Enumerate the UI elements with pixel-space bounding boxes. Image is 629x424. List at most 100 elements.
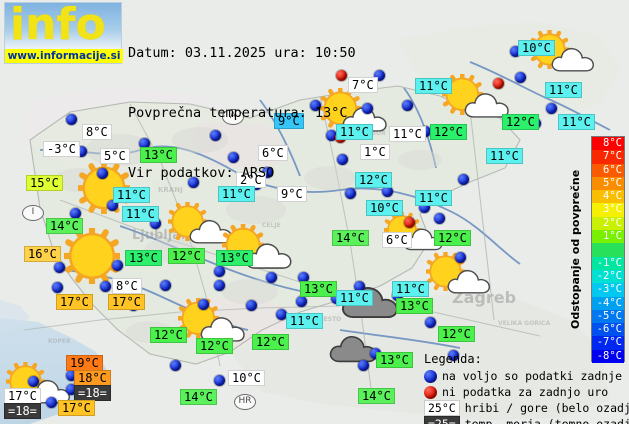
scale-step: 2°C bbox=[592, 216, 624, 231]
temperature-label: 11°C bbox=[389, 126, 426, 142]
temperature-label: 19°C bbox=[66, 355, 103, 371]
temperature-label: 13°C bbox=[140, 147, 177, 163]
station-dot-available[interactable] bbox=[228, 152, 239, 163]
weather-icon-sun-cloud bbox=[220, 222, 295, 276]
station-dot-available[interactable] bbox=[66, 370, 77, 381]
station-dot-available[interactable] bbox=[214, 266, 225, 277]
scale-step: -6°C bbox=[592, 323, 624, 337]
station-dot-available[interactable] bbox=[354, 281, 365, 292]
temperature-label: 14°C bbox=[358, 388, 395, 404]
station-dot-available[interactable] bbox=[370, 348, 381, 359]
station-dot-available[interactable] bbox=[107, 200, 118, 211]
station-dot-available[interactable] bbox=[210, 130, 221, 141]
temperature-label: =18= bbox=[74, 385, 111, 401]
temperature-label: =18= bbox=[4, 403, 41, 419]
station-dot-available[interactable] bbox=[326, 130, 337, 141]
temperature-label: 17°C bbox=[56, 294, 93, 310]
station-dot-missing[interactable] bbox=[493, 78, 504, 89]
station-dot-missing[interactable] bbox=[404, 217, 415, 228]
temperature-label: 16°C bbox=[24, 246, 61, 262]
station-dot-available[interactable] bbox=[198, 299, 209, 310]
temperature-label: 1°C bbox=[360, 144, 390, 160]
temperature-label: 10°C bbox=[518, 40, 555, 56]
temperature-label: 8°C bbox=[112, 278, 142, 294]
scale-step: -5°C bbox=[592, 309, 624, 324]
station-dot-available[interactable] bbox=[455, 252, 466, 263]
station-dot-available[interactable] bbox=[66, 384, 77, 395]
temperature-label: 11°C bbox=[415, 78, 452, 94]
temperature-label: 11°C bbox=[122, 206, 159, 222]
weather-icon-sun-cloud bbox=[166, 200, 236, 250]
station-dot-available[interactable] bbox=[150, 218, 161, 229]
station-dot-available[interactable] bbox=[46, 397, 57, 408]
station-dot-available[interactable] bbox=[246, 300, 257, 311]
station-dot-available[interactable] bbox=[425, 317, 436, 328]
station-dot-available[interactable] bbox=[262, 167, 273, 178]
station-dot-available[interactable] bbox=[214, 375, 225, 386]
station-dot-available[interactable] bbox=[54, 262, 65, 273]
station-dot-available[interactable] bbox=[345, 188, 356, 199]
temperature-label: 12°C bbox=[196, 338, 233, 354]
station-dot-available[interactable] bbox=[70, 208, 81, 219]
temperature-label: 11°C bbox=[558, 114, 595, 130]
header-average-temperature: Povprečna temperatura: 13°C bbox=[128, 105, 348, 121]
station-dot-available[interactable] bbox=[402, 100, 413, 111]
station-dot-available[interactable] bbox=[448, 350, 459, 361]
station-dot-available[interactable] bbox=[515, 72, 526, 83]
station-dot-available[interactable] bbox=[52, 282, 63, 293]
temperature-label: 11°C bbox=[415, 190, 452, 206]
temperature-label: 12°C bbox=[438, 326, 475, 342]
station-dot-available[interactable] bbox=[100, 281, 111, 292]
temperature-label: 11°C bbox=[545, 82, 582, 98]
legend-row: =25= temp. morja (temno ozadje) bbox=[424, 416, 629, 424]
station-dot-available[interactable] bbox=[310, 100, 321, 111]
temperature-label: 12°C bbox=[502, 114, 539, 130]
station-dot-missing[interactable] bbox=[336, 70, 347, 81]
legend-text: ni podatka za zadnjo uro bbox=[442, 384, 609, 399]
station-dot-available[interactable] bbox=[358, 360, 369, 371]
station-dot-available[interactable] bbox=[362, 103, 373, 114]
station-dot-available[interactable] bbox=[188, 177, 199, 188]
station-dot-available[interactable] bbox=[266, 272, 277, 283]
logo-url: www.informacije.si bbox=[5, 49, 123, 63]
station-dot-available[interactable] bbox=[419, 202, 430, 213]
legend-chip: 25°C bbox=[424, 400, 460, 416]
temperature-label: 15°C bbox=[26, 175, 63, 191]
scale-step: -2°C bbox=[592, 269, 624, 284]
station-dot-available[interactable] bbox=[139, 138, 150, 149]
scale-step: -7°C bbox=[592, 336, 624, 350]
temperature-label: 7°C bbox=[348, 77, 378, 93]
station-dot-available[interactable] bbox=[382, 186, 393, 197]
temperature-label: 12°C bbox=[355, 172, 392, 188]
temperature-label: 12°C bbox=[252, 334, 289, 350]
legend-red-dot-icon bbox=[424, 385, 437, 399]
station-dot-available[interactable] bbox=[214, 280, 225, 291]
temperature-deviation-scale: Odstopanje od povprečne temperature: 8°C… bbox=[565, 136, 629, 364]
station-dot-available[interactable] bbox=[458, 174, 469, 185]
station-dot-available[interactable] bbox=[434, 213, 445, 224]
station-dot-available[interactable] bbox=[28, 376, 39, 387]
station-dot-available[interactable] bbox=[276, 309, 287, 320]
station-dot-available[interactable] bbox=[546, 103, 557, 114]
temperature-label: 17°C bbox=[4, 388, 41, 404]
station-dot-available[interactable] bbox=[97, 168, 108, 179]
station-dot-available[interactable] bbox=[298, 272, 309, 283]
legend-row: 25°C hribi / gore (belo ozadje) bbox=[424, 400, 629, 416]
scale-step: -4°C bbox=[592, 296, 624, 310]
legend-text: temp. morja (temno ozadje) bbox=[464, 416, 629, 424]
station-dot-available[interactable] bbox=[296, 296, 307, 307]
station-dot-available[interactable] bbox=[112, 260, 123, 271]
station-dot-available[interactable] bbox=[510, 46, 521, 57]
temperature-label: 10°C bbox=[366, 200, 403, 216]
station-dot-available[interactable] bbox=[76, 146, 87, 157]
station-dot-available[interactable] bbox=[66, 114, 77, 125]
site-logo[interactable]: info www.informacije.si bbox=[4, 2, 123, 64]
road-marker: HR bbox=[234, 394, 256, 410]
scale-step: 1°C bbox=[592, 230, 624, 244]
station-dot-available[interactable] bbox=[337, 154, 348, 165]
temperature-label: 11°C bbox=[113, 187, 150, 203]
station-dot-available[interactable] bbox=[170, 360, 181, 371]
legend-blue-dot-icon bbox=[424, 369, 437, 383]
station-dot-available[interactable] bbox=[160, 280, 171, 291]
station-dot-available[interactable] bbox=[374, 70, 385, 81]
